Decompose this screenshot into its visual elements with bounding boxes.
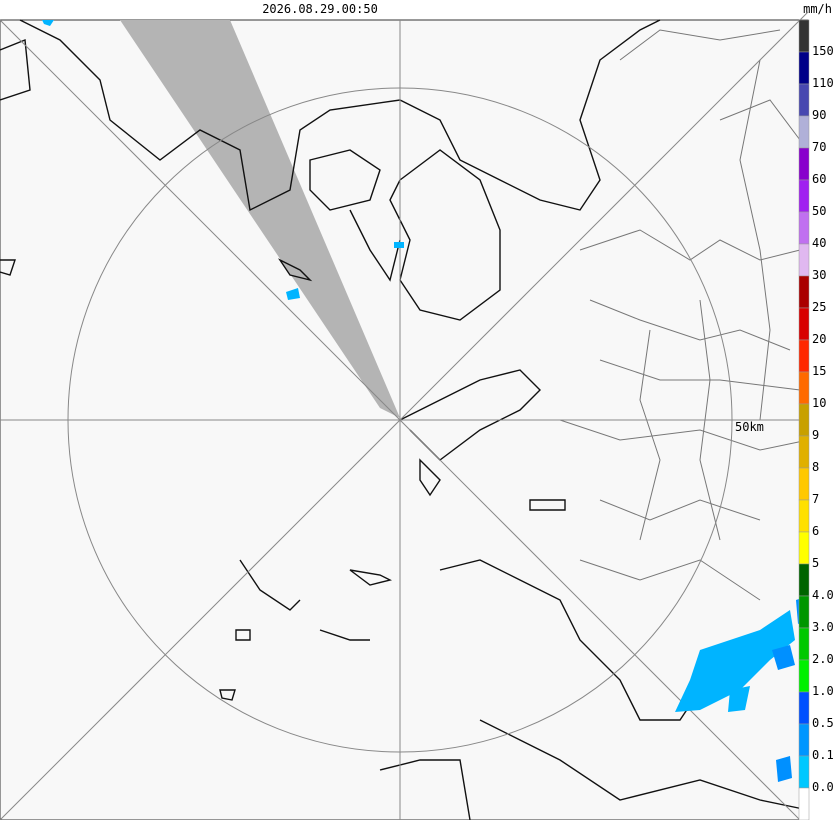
legend-label: 20 xyxy=(812,332,826,346)
legend-swatch xyxy=(798,147,810,181)
coastlines xyxy=(0,19,809,821)
range-label: 50km xyxy=(735,420,764,434)
legend-swatch xyxy=(798,787,810,821)
legend-label: 9 xyxy=(812,428,819,442)
legend-swatch xyxy=(798,115,810,149)
legend-swatch xyxy=(798,83,810,117)
legend-swatch xyxy=(798,307,810,341)
legend: 150 110 90 70 60 50 40 30 25 20 15 10 9 8 7 6 5 4.0 3.0 2.0… xyxy=(798,19,834,821)
legend-swatch xyxy=(798,339,810,373)
legend-label: 50 xyxy=(812,204,826,218)
legend-label: 30 xyxy=(812,268,826,282)
legend-label: 10 xyxy=(812,396,826,410)
legend-label: 110 xyxy=(812,76,834,90)
legend-label: 25 xyxy=(812,300,826,314)
legend-swatch xyxy=(798,723,810,757)
legend-label: 0.0 xyxy=(812,780,834,794)
legend-swatch xyxy=(798,243,810,277)
legend-label: 40 xyxy=(812,236,826,250)
diagonal xyxy=(0,11,809,821)
legend-label: 5 xyxy=(812,556,819,570)
legend-label: 0.5 xyxy=(812,716,834,730)
unit-label: mm/h xyxy=(803,2,832,16)
legend-swatch xyxy=(798,211,810,245)
legend-label: 4.0 xyxy=(812,588,834,602)
legend-swatch xyxy=(798,627,810,661)
legend-label: 3.0 xyxy=(812,620,834,634)
legend-label: 70 xyxy=(812,140,826,154)
legend-swatch xyxy=(798,403,810,437)
legend-label: 60 xyxy=(812,172,826,186)
timestamp: 2026.08.29.00:50 xyxy=(262,2,378,16)
legend-label: 90 xyxy=(812,108,826,122)
legend-swatch xyxy=(798,691,810,725)
legend-swatch xyxy=(798,275,810,309)
legend-swatch xyxy=(798,755,810,789)
legend-swatch xyxy=(798,371,810,405)
legend-swatch xyxy=(798,531,810,565)
legend-label: 7 xyxy=(812,492,819,506)
legend-swatch xyxy=(798,467,810,501)
legend-label: 2.0 xyxy=(812,652,834,666)
legend-swatch xyxy=(798,51,810,85)
legend-swatch xyxy=(798,435,810,469)
admin-borders xyxy=(559,29,809,601)
legend-swatch xyxy=(798,659,810,693)
legend-swatch xyxy=(798,19,810,53)
legend-label: 8 xyxy=(812,460,819,474)
legend-swatch xyxy=(798,499,810,533)
map-features xyxy=(0,11,809,821)
legend-swatch xyxy=(798,595,810,629)
legend-label: 15 xyxy=(812,364,826,378)
legend-label: 0.1 xyxy=(812,748,834,762)
blocked-sector xyxy=(120,20,400,418)
legend-label: 6 xyxy=(812,524,819,538)
legend-label: 1.0 xyxy=(812,684,834,698)
legend-swatch xyxy=(798,563,810,597)
legend-swatch xyxy=(798,179,810,213)
legend-label: 150 xyxy=(812,44,834,58)
